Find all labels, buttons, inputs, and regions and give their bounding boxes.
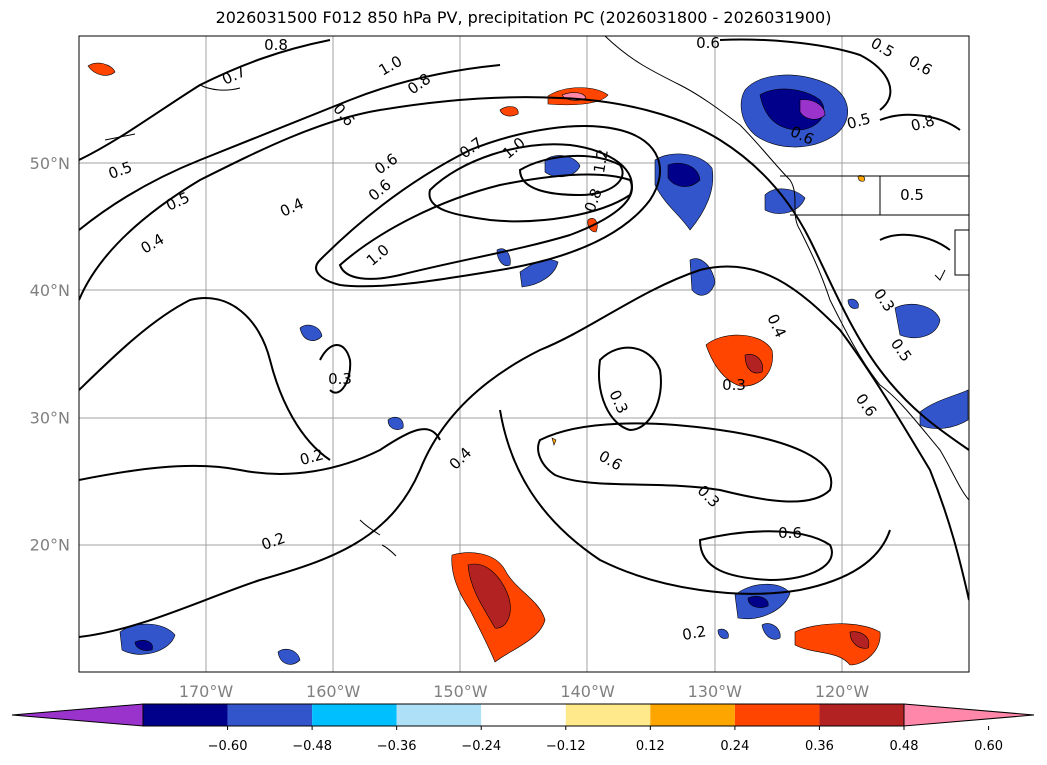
contour-label: 0.4 [763, 311, 789, 340]
contour-label: 0.6 [906, 52, 936, 80]
colorbar-tick-label: 0.36 [805, 739, 834, 754]
colorbar-segment [819, 704, 904, 726]
lat-tick-label: 40°N [30, 281, 70, 300]
lon-tick-label: 130°W [688, 682, 743, 701]
contour-label: 0.5 [900, 186, 924, 204]
contour-label: 0.3 [722, 376, 746, 394]
colorbar-tick-label: −0.12 [546, 739, 586, 754]
colorbar-segment [734, 704, 820, 726]
contour-label: 0.4 [446, 444, 476, 474]
colorbar-extend-min [11, 703, 144, 727]
colorbar: −0.60 −0.48 −0.36 −0.24 −0.12 0.12 0.24 0.36 0.4… [11, 703, 1035, 754]
contour-label: 0.2 [298, 445, 326, 469]
colorbar-extend-max [903, 703, 1035, 727]
colorbar-segment [650, 704, 735, 726]
precip-positive-shading [87, 62, 881, 666]
contour-label: 0.4 [138, 230, 168, 258]
colorbar-tick-label: −0.48 [292, 739, 332, 754]
contour-label: 0.2 [681, 622, 708, 644]
map-title: 2026031500 F012 850 hPa PV, precipitatio… [215, 8, 832, 27]
colorbar-segment [227, 704, 313, 726]
colorbar-segment [312, 704, 397, 726]
lon-tick-label: 170°W [179, 682, 234, 701]
contour-label: 0.5 [868, 34, 898, 62]
contour-label: 0.5 [845, 109, 873, 133]
map-frame [78, 35, 970, 673]
lon-tick-label: 120°W [815, 682, 870, 701]
contour-label: 0.6 [596, 447, 626, 475]
colorbar-tick-label: 0.12 [636, 739, 665, 754]
colorbar-tick-label: −0.24 [461, 739, 501, 754]
contour-label: 0.6 [371, 150, 401, 178]
contour-label: 0.6 [329, 100, 358, 130]
contour-label: 0.3 [694, 482, 724, 512]
contour-label: 0.6 [696, 34, 720, 52]
contour-label: 0.8 [909, 111, 937, 135]
contour-label: 0.8 [581, 186, 606, 215]
contour-label: 0.8 [264, 36, 288, 54]
contour-label: 1.2 [590, 148, 612, 175]
colorbar-segment [565, 704, 651, 726]
pv-contours [79, 38, 969, 638]
contour-label: 0.3 [328, 370, 352, 388]
colorbar-tick-label: 0.24 [720, 739, 749, 754]
longitude-ticks: 170°W 160°W 150°W 140°W 130°W 120°W [179, 682, 870, 701]
coastlines [104, 36, 969, 557]
colorbar-segment [143, 704, 228, 726]
lon-tick-label: 160°W [306, 682, 361, 701]
colorbar-tick-label: 0.60 [974, 739, 1003, 754]
contour-label: 0.5 [106, 158, 135, 183]
colorbar-outline [142, 703, 905, 727]
lat-tick-label: 20°N [30, 536, 70, 555]
colorbar-segment [396, 704, 482, 726]
lat-tick-label: 50°N [30, 154, 70, 173]
colorbar-tick-label: −0.36 [377, 739, 417, 754]
lon-tick-label: 140°W [560, 682, 615, 701]
contour-label: 0.4 [277, 194, 306, 220]
colorbar-segment [481, 704, 566, 726]
contour-label: 0.8 [404, 70, 434, 98]
contour-label: 0.6 [778, 524, 802, 542]
precip-negative-shading [119, 74, 969, 665]
latitude-ticks: 50°N 40°N 30°N 20°N [30, 154, 70, 555]
lon-tick-label: 150°W [433, 682, 488, 701]
contour-label: 0.2 [259, 529, 288, 554]
contour-label: 1.0 [376, 52, 406, 80]
colorbar-tick-label: 0.48 [890, 739, 919, 754]
colorbar-tick-label: −0.60 [208, 739, 248, 754]
contour-label: 0.6 [852, 390, 880, 420]
lat-tick-label: 30°N [30, 408, 70, 427]
contour-label: 0.5 [887, 335, 915, 365]
contour-label: 0.5 [163, 188, 192, 214]
